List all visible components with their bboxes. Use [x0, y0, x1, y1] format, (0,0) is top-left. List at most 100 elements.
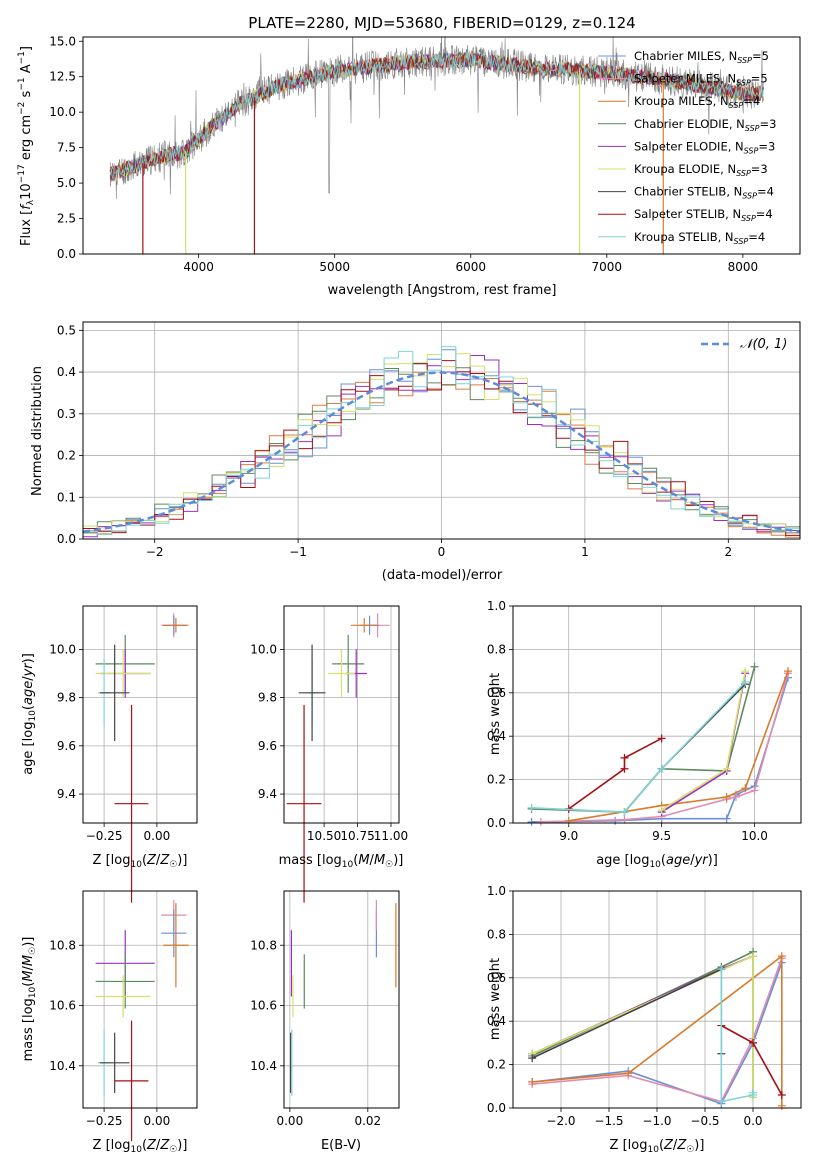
gaussian-curve [82, 371, 801, 533]
mass-weight-vs-age-point-marker [527, 817, 536, 826]
mass-weight-vs-z-ytick-label: 0.6 [487, 971, 506, 985]
age-vs-mass-xtick-label: 10.75 [340, 829, 374, 843]
mass-weight-vs-z-series-line [531, 967, 723, 1059]
residuals-xtick-label: −2 [146, 545, 164, 559]
residual-histogram-step [83, 346, 800, 536]
residuals-ytick-label: 0.0 [57, 532, 76, 546]
spectrum-ytick-label: 12.5 [49, 70, 76, 84]
mass-vs-ebv-xtick-label: 0.00 [276, 1114, 303, 1128]
spectrum-xlabel: wavelength [Angstrom, rest frame] [328, 283, 557, 298]
spectrum-xtick-label: 8000 [728, 260, 759, 274]
mass-weight-vs-age-point-marker [722, 764, 731, 773]
mass-weight-vs-age-panel: 9.0 9.5 10.0 0.0 0.2 0.4 0.6 0.8 1.0 age [log10(… [487, 599, 802, 870]
mass-vs-ebv-ytick-label: 10.6 [250, 999, 277, 1013]
residuals-xtick-label: 0 [438, 545, 446, 559]
mass-weight-vs-age-ytick-label: 1.0 [487, 599, 506, 613]
mass-vs-ebv-panel: 0.00 0.02 10.4 10.6 10.8 E(B-V) [250, 890, 400, 1153]
mass-weight-vs-age-point-marker [741, 667, 750, 676]
age-vs-mass-ytick-label: 10.0 [250, 642, 277, 656]
residuals-xtick-label: 1 [581, 545, 589, 559]
mass-weight-vs-age-xtick-label: 10.0 [741, 829, 768, 843]
age-vs-z-ytick-label: 10.0 [49, 642, 76, 656]
mass-weight-vs-age-point-marker [731, 792, 740, 801]
model-fit-line [109, 51, 764, 180]
mass-weight-vs-age-ytick-label: 0.4 [487, 729, 506, 743]
spectrum-title: PLATE=2280, MJD=53680, FIBERID=0129, z=0… [248, 14, 635, 32]
mass-weight-vs-age-point-marker [657, 734, 666, 743]
model-fit-line [109, 51, 764, 176]
mass-weight-vs-age-point-marker [564, 816, 573, 825]
residuals-xtick-label: 2 [724, 545, 732, 559]
age-vs-z-xtick-label: −0.25 [86, 829, 123, 843]
mass-weight-vs-z-xtick-label: −2.0 [546, 1114, 575, 1128]
legend-label: Salpeter STELIB, NSSP=4 [634, 207, 773, 223]
mass-weight-vs-age-point-marker [750, 786, 759, 795]
gaussian-legend: 𝒩(0, 1) [701, 337, 787, 352]
mass-weight-vs-z-point-marker [777, 1090, 786, 1099]
mass-weight-vs-age-xtick-label: 9.0 [559, 829, 578, 843]
residual-histogram-step [83, 360, 800, 536]
mass-weight-vs-age-point-marker [741, 784, 750, 793]
mass-weight-vs-z-point-marker [717, 1097, 726, 1106]
mass-weight-vs-z-ytick-label: 0.8 [487, 927, 506, 941]
model-fit-line [109, 51, 764, 175]
spectrum-ytick-label: 10.0 [49, 105, 76, 119]
mass-weight-vs-z-xlabel: Z [log10(Z/Z☉)] [610, 1138, 705, 1155]
mass-weight-vs-age-point-marker [620, 764, 629, 773]
spectrum-xtick-label: 6000 [455, 260, 486, 274]
mass-weight-vs-z-xtick-label: −1.0 [642, 1114, 671, 1128]
mass-vs-z-ytick-label: 10.6 [49, 999, 76, 1013]
mass-weight-vs-z-point-marker [749, 952, 757, 961]
mass-vs-z-ytick-label: 10.4 [49, 1059, 76, 1073]
age-vs-z-xlabel: Z [log10(Z/Z☉)] [93, 853, 188, 870]
mass-vs-z-axes-frame [82, 890, 198, 1109]
spectrum-xtick-label: 5000 [319, 260, 350, 274]
mass-weight-vs-age-series-line [568, 737, 662, 810]
age-vs-z-ytick-label: 9.8 [57, 691, 76, 705]
mass-weight-vs-age-point-marker [620, 815, 629, 824]
mass-weight-vs-z-point-marker [749, 1038, 757, 1047]
spectrum-lines [109, 37, 764, 254]
mass-weight-vs-age-point-marker [783, 667, 792, 676]
mass-vs-ebv-axes-frame [283, 890, 400, 1109]
spectrum-ylabel: Flux [fλ10−17 erg cm−2 s−1 A−1] [17, 46, 36, 246]
mass-weight-vs-age-ytick-label: 0.2 [487, 773, 506, 787]
residuals-ytick-label: 0.3 [57, 407, 76, 421]
residuals-ytick-label: 0.1 [57, 490, 76, 504]
mass-weight-vs-age-point-marker [620, 753, 629, 762]
residuals-ylabel: Normed distribution [30, 366, 45, 496]
residuals-axes-frame [82, 321, 801, 540]
spectrum-xtick-label: 4000 [183, 260, 214, 274]
mass-vs-ebv-ytick-label: 10.8 [250, 938, 277, 952]
mass-weight-vs-age-ylabel: mass weight [488, 673, 503, 755]
spectrum-axes-frame [82, 36, 801, 255]
mass-weight-vs-age-point-marker [611, 816, 620, 825]
residuals-xtick-label: −1 [289, 545, 307, 559]
mass-weight-vs-age-point-marker [527, 803, 536, 812]
mass-vs-z-ytick-label: 10.8 [49, 938, 76, 952]
legend-label: Chabrier STELIB, NSSP=4 [634, 185, 774, 201]
mass-weight-vs-z-xtick-label: −1.5 [594, 1114, 623, 1128]
mass-vs-z-xlabel: Z [log10(Z/Z☉)] [93, 1138, 188, 1155]
age-vs-z-ytick-label: 9.4 [57, 787, 76, 801]
age-vs-mass-ytick-label: 9.8 [258, 691, 277, 705]
legend-label: Kroupa ELODIE, NSSP=3 [634, 162, 768, 178]
mass-weight-vs-z-xtick-label: 0.0 [743, 1114, 762, 1128]
mass-weight-vs-age-series-line [531, 681, 746, 813]
mass-weight-vs-z-ytick-label: 1.0 [487, 884, 506, 898]
mass-weight-vs-age-point-marker [536, 817, 545, 826]
residuals-xlabel: (data-model)/error [382, 568, 503, 583]
mass-vs-ebv-xtick-label: 0.02 [354, 1114, 381, 1128]
mass-weight-vs-age-point-marker [722, 814, 731, 823]
mass-vs-z-panel: −0.25 0.00 10.4 10.6 10.8 Z [log10(Z/Z☉)] ma… [21, 890, 198, 1155]
mass-weight-vs-age-point-marker [750, 662, 759, 671]
residuals-ytick-label: 0.2 [57, 449, 76, 463]
age-vs-z-panel: −0.25 0.00 9.4 9.6 9.8 10.0 Z [log10(Z/Z☉)] a… [21, 605, 198, 903]
spectrum-legend: Chabrier MILES, NSSP=5 Salpeter MILES, NS… [598, 49, 776, 246]
mass-weight-vs-age-series-line [661, 670, 747, 811]
mass-weight-vs-z-series-line [532, 954, 783, 1106]
mass-weight-vs-z-point-marker [777, 952, 786, 961]
mass-weight-vs-z-ytick-label: 0.2 [487, 1058, 506, 1072]
spectrum-ytick-label: 7.5 [57, 141, 76, 155]
